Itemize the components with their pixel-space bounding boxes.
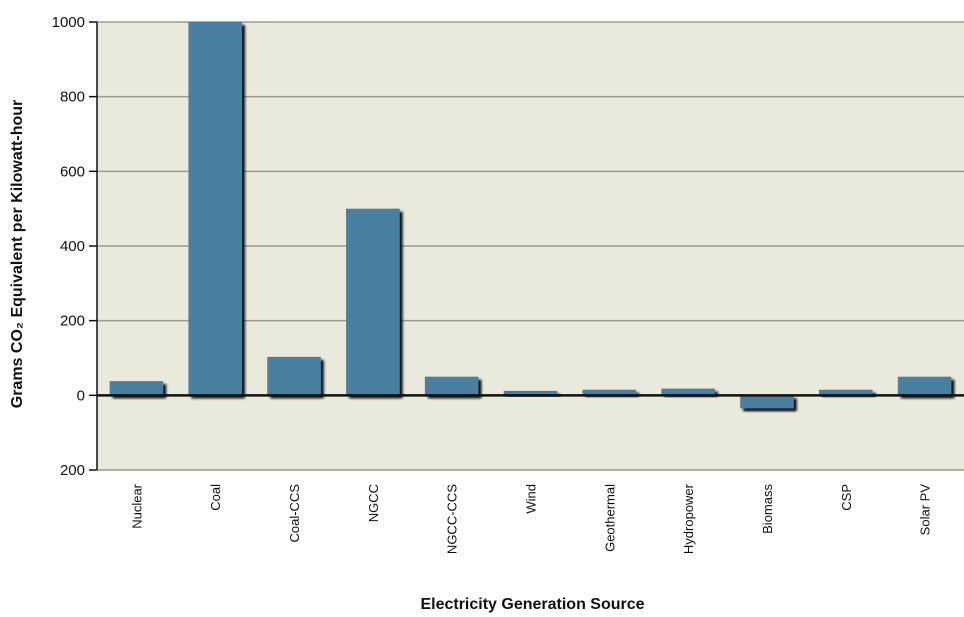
x-tick-label: Hydropower <box>681 483 696 554</box>
bar-geothermal <box>582 389 637 396</box>
y-tick-label: 1000 <box>52 14 85 31</box>
bar-coal-ccs <box>267 356 321 396</box>
y-tick-label: 200 <box>60 313 85 330</box>
bar-biomass <box>740 395 794 409</box>
y-tick-label: 200 <box>60 462 85 479</box>
x-axis-labels: Nuclear Coal Coal-CCS NGCC NGCC-CCS Wind Geoth… <box>129 483 932 554</box>
bar-wind <box>503 390 558 396</box>
bar-solar-pv <box>897 376 952 396</box>
bar-nuclear <box>109 381 164 396</box>
x-tick-label: Geothermal <box>602 484 617 552</box>
bar-ngcc-ccs <box>424 376 479 396</box>
y-axis-title: Grams CO₂ Equivalent per Kilowatt-hour <box>9 100 26 408</box>
y-tick-label: 0 <box>77 387 85 404</box>
y-axis: 1000 800 600 400 200 0 200 <box>52 14 98 479</box>
x-tick-label: CSP <box>839 484 854 511</box>
x-tick-label: Nuclear <box>129 483 144 528</box>
bars <box>109 22 952 409</box>
x-tick-label: Coal <box>208 484 223 511</box>
x-tick-label: NGCC-CCS <box>445 484 460 554</box>
x-tick-label: Wind <box>524 484 539 514</box>
x-axis-title: Electricity Generation Source <box>420 596 644 613</box>
y-tick-label: 800 <box>60 89 85 106</box>
y-tick-label: 400 <box>60 238 85 255</box>
x-tick-label: Biomass <box>760 484 775 534</box>
x-tick-label: Solar PV <box>918 484 933 536</box>
y-tick-label: 600 <box>60 163 85 180</box>
bar-coal <box>188 22 243 396</box>
x-tick-label: Coal-CCS <box>287 484 302 543</box>
bar-hydropower <box>661 388 715 396</box>
bar-csp <box>818 389 873 396</box>
bar-ngcc <box>346 208 400 396</box>
x-tick-label: NGCC <box>366 484 381 522</box>
